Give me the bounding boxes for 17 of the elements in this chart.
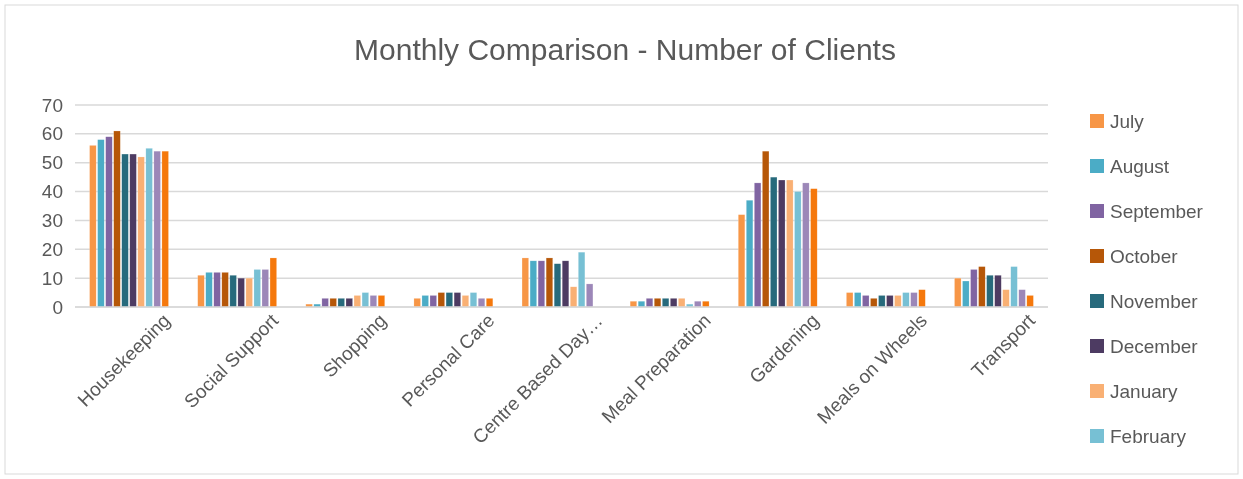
y-tick-label: 20	[41, 238, 63, 260]
legend-label: October	[1110, 245, 1179, 267]
legend-label: July	[1110, 110, 1145, 132]
y-tick-label: 70	[41, 94, 63, 116]
y-tick-label: 60	[41, 123, 63, 145]
legend-label: February	[1110, 425, 1187, 447]
y-tick-label: 0	[52, 296, 63, 318]
y-tick-label: 40	[41, 181, 63, 203]
y-tick-label: 50	[41, 152, 63, 174]
chart-title: Monthly Comparison - Number of Clients	[354, 33, 896, 66]
legend-label: August	[1110, 155, 1170, 177]
y-tick-label: 30	[41, 210, 63, 232]
legend-label: January	[1110, 380, 1179, 402]
y-tick-label: 10	[41, 267, 63, 289]
legend-label: December	[1110, 335, 1199, 357]
legend-label: November	[1110, 290, 1199, 312]
legend-label: September	[1110, 200, 1204, 222]
